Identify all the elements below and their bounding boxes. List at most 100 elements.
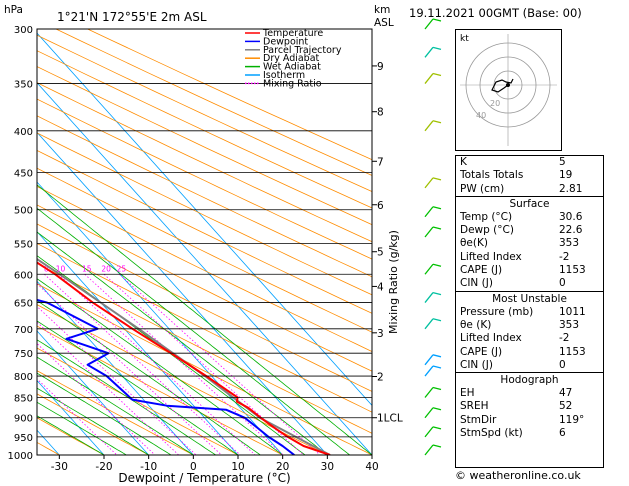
- pressure-tick-label: 950: [14, 433, 33, 444]
- x-tick-label: -10: [140, 461, 157, 473]
- most-unstable-title: Most Unstable: [492, 292, 567, 305]
- unstable-value: 353: [559, 318, 580, 331]
- unstable-value: 0: [559, 358, 566, 371]
- wind-barb-flag: [432, 386, 442, 391]
- dry-adiabat-line: [37, 82, 372, 243]
- pressure-tick-label: 800: [14, 372, 33, 383]
- index-value: 5: [559, 156, 566, 168]
- pressure-tick-label: 400: [14, 127, 33, 138]
- hodo-stat-label: StmDir: [460, 413, 497, 426]
- hodograph-section: Hodograph EH 47 SREH 52 StmDir 119° StmSpd (kt…: [456, 372, 603, 440]
- legend-entry: Parcel Trajectory: [263, 45, 342, 56]
- wind-barb: [424, 365, 434, 377]
- dewpoint-line: [37, 298, 295, 455]
- wind-barb: [424, 120, 434, 132]
- chart-datetime: 19.11.2021 00GMT (Base: 00): [409, 6, 582, 20]
- pressure-tick-label: 600: [14, 270, 33, 281]
- mixing-ratio-line: [84, 274, 284, 455]
- wind-barb-flag: [432, 354, 442, 358]
- wind-barb: [424, 407, 434, 419]
- wet-adiabat-line: [37, 231, 328, 455]
- km-tick-label: 4: [377, 281, 384, 293]
- wet-adiabat-line: [37, 387, 149, 455]
- wind-barb: [424, 354, 434, 366]
- surface-label: CIN (J): [460, 277, 493, 290]
- dry-adiabat-line: [87, 29, 372, 161]
- surface-label: CAPE (J): [460, 264, 503, 277]
- wet-adiabat-line: [37, 300, 261, 455]
- legend-entry: Dry Adiabat: [263, 53, 320, 64]
- wind-barb-flag: [432, 365, 442, 369]
- surface-section: Surface Temp (°C) 30.6 Dewp (°C) 22.6 θe(K) 3…: [456, 195, 603, 291]
- mixing-ratio-label: 10: [56, 264, 66, 273]
- wind-barb-flag: [432, 226, 442, 230]
- wind-barb: [424, 206, 434, 218]
- legend-entry: Isotherm: [263, 70, 305, 81]
- mixing-ratio-label: 20: [101, 264, 111, 273]
- isotherm-line: [37, 379, 105, 455]
- hodo-stat-row: EH 47: [456, 387, 603, 400]
- unstable-label: CAPE (J): [460, 345, 503, 358]
- x-tick-label: -30: [51, 461, 68, 473]
- km-tick-label: 5: [377, 247, 384, 259]
- hodograph-panel: kt 20 40: [455, 29, 562, 151]
- wet-adiabat-line: [37, 401, 127, 455]
- temperature-line: [37, 261, 331, 455]
- surface-label: θe(K): [460, 237, 488, 250]
- wind-barb: [424, 426, 434, 438]
- wind-barb: [424, 73, 434, 84]
- pressure-tick-label: 750: [14, 349, 33, 360]
- km-tick-label: 7: [377, 156, 384, 168]
- hodo-stat-row: SREH 52: [456, 400, 603, 413]
- pressure-tick-label: 300: [14, 25, 33, 36]
- dry-adiabat-line: [37, 34, 372, 192]
- surface-label: Temp (°C): [460, 210, 513, 223]
- wind-barb: [424, 444, 434, 456]
- pressure-tick-label: 550: [14, 239, 33, 250]
- isotherm-line: [37, 330, 149, 455]
- x-tick-label: 10: [231, 461, 244, 473]
- x-tick-label: 30: [321, 461, 334, 473]
- dry-adiabat-line: [37, 115, 372, 278]
- index-value: 2.81: [559, 182, 583, 195]
- wind-barb: [424, 177, 434, 189]
- surface-row: Temp (°C) 30.6: [456, 211, 603, 224]
- unstable-row: CAPE (J) 1153: [456, 346, 603, 359]
- index-row: Totals Totals 19: [456, 169, 603, 182]
- surface-row: CIN (J) 0: [456, 277, 603, 290]
- indices-panel: K 5 Totals Totals 19 PW (cm) 2.81 Surface Tem…: [455, 155, 604, 468]
- dry-adiabat-line: [37, 50, 372, 209]
- dry-adiabat-line: [55, 29, 372, 176]
- wind-barb-flag: [432, 291, 442, 296]
- hodograph-trace: [491, 78, 514, 93]
- surface-label: Lifted Index: [460, 250, 522, 263]
- isotherm-line: [37, 32, 372, 406]
- hpa-label: hPa: [4, 4, 23, 16]
- x-tick-label: 20: [276, 461, 289, 473]
- hodograph-ring-label: 40: [476, 111, 486, 120]
- dry-adiabat-line: [37, 370, 194, 455]
- dry-adiabat-line: [37, 66, 372, 226]
- km-tick-label: 9: [377, 61, 384, 73]
- km-tick-label: 2: [377, 371, 384, 383]
- unstable-label: CIN (J): [460, 358, 493, 371]
- x-tick-label: 40: [365, 461, 378, 473]
- unstable-value: 1011: [559, 305, 586, 318]
- mixing-ratio-axis-label: Mixing Ratio (g/kg): [387, 230, 400, 334]
- surface-row: CAPE (J) 1153: [456, 264, 603, 277]
- pressure-tick-label: 450: [14, 168, 33, 179]
- km-tick-label: 8: [377, 107, 384, 119]
- wind-barb-flag: [432, 72, 442, 77]
- wind-barb: [424, 292, 434, 303]
- wind-barb: [424, 387, 434, 398]
- unstable-label: Lifted Index: [460, 332, 522, 345]
- wind-barb: [424, 18, 434, 30]
- dry-adiabat-line: [37, 132, 372, 296]
- surface-value: 1153: [559, 264, 586, 277]
- legend-entry: Dewpoint: [263, 36, 308, 47]
- surface-value: -2: [559, 250, 570, 263]
- surface-value: 353: [559, 237, 580, 250]
- wet-adiabat-line: [37, 184, 372, 455]
